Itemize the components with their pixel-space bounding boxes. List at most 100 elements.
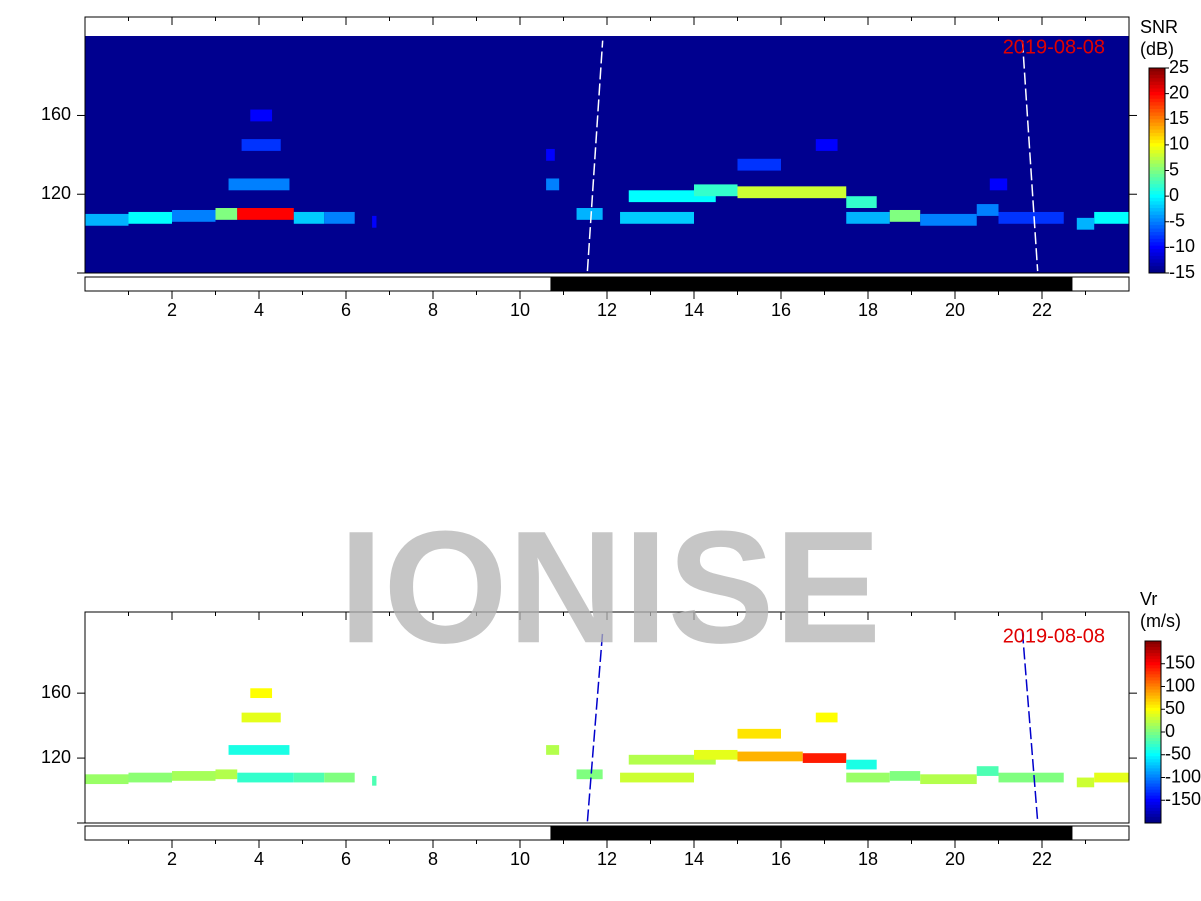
colorbar-step [1149,85,1165,89]
colorbar-step [1145,768,1161,772]
colorbar-step [1145,819,1161,824]
x-tick-label: 2 [167,300,177,320]
echo-cell [228,178,290,191]
colorbar-step [1145,677,1161,681]
colorbar-step [1145,807,1161,812]
colorbar-tick-label: 0 [1169,185,1179,205]
colorbar-step [1145,695,1161,700]
x-tick-label: 18 [858,300,878,320]
x-tick-label: 10 [510,300,530,320]
x-tick-label: 18 [858,849,878,869]
date-label: 2019-08-08 [1003,36,1105,58]
echo-cell [85,774,129,785]
echo-cell [976,204,999,216]
x-tick-label: 20 [945,300,965,320]
echo-cell [237,772,294,783]
colorbar-step [1145,710,1161,715]
echo-cell [920,774,977,785]
echo-cell [293,772,325,783]
colorbar-step [1149,218,1165,223]
echo-cell [1076,217,1095,230]
echo-cell [546,745,560,755]
colorbar-step [1149,102,1165,107]
colorbar-step [1149,68,1165,72]
x-tick-label: 8 [428,849,438,869]
colorbar-step [1145,671,1161,675]
colorbar-step [1145,713,1161,718]
echo-cell [628,754,716,765]
echo-cell [324,211,355,224]
colorbar-step [1149,214,1165,219]
colorbar-step [1149,208,1165,212]
colorbar-step [1149,132,1165,137]
colorbar-step [1145,753,1161,757]
colorbar-step [1145,719,1161,724]
colorbar-step [1145,741,1161,745]
colorbar-step [1145,641,1161,645]
colorbar-step [1145,732,1161,736]
colorbar-step [1149,245,1165,250]
echo-cell [737,186,847,199]
colorbar-step [1149,74,1165,79]
y-tick-label: 160 [41,682,71,702]
colorbar-tick-label: -50 [1165,744,1191,764]
y-tick-label: 160 [41,104,71,124]
echo-cell [237,208,294,220]
colorbar-tick-label: 15 [1169,108,1189,128]
colorbar-step [1145,816,1161,821]
colorbar-step [1145,683,1161,687]
colorbar-step [1149,105,1165,110]
x-tick-label: 22 [1032,300,1052,320]
echo-cell [546,178,560,191]
echo-cell [802,753,847,763]
colorbar-tick-label: 5 [1169,159,1179,179]
night-segment [550,826,1073,840]
echo-cell [694,749,738,760]
colorbar-step [1149,122,1165,127]
plot-background [85,36,1129,273]
colorbar-step [1145,674,1161,678]
colorbar-tick-label: 0 [1165,721,1175,741]
colorbar-step [1145,783,1161,788]
colorbar-step [1149,167,1165,171]
colorbar-title: (m/s) [1140,611,1181,631]
colorbar-step [1149,115,1165,120]
colorbar-tick-label: -150 [1165,789,1201,809]
colorbar-tick-label: -100 [1165,766,1201,786]
colorbar-tick-label: -5 [1169,211,1185,231]
colorbar-step [1149,95,1165,100]
colorbar-step [1145,692,1161,697]
colorbar-step [1145,765,1161,769]
echo-cell [620,772,694,783]
colorbar-step [1145,789,1161,794]
colorbar-tick-label: 10 [1169,134,1189,154]
x-tick-label: 6 [341,300,351,320]
colorbar-step [1149,266,1165,271]
colorbar-step [1149,112,1165,117]
colorbar-step [1149,232,1165,236]
x-tick-label: 14 [684,849,704,869]
colorbar-tick-label: -10 [1169,236,1195,256]
y-tick-label: 120 [41,183,71,203]
colorbar-step [1149,225,1165,230]
echo-cell [576,208,603,220]
echo-cell [998,211,1064,224]
colorbar-step [1145,804,1161,809]
colorbar-step [1145,801,1161,806]
colorbar-step [1145,650,1161,654]
echo-cell [250,109,273,122]
terminator [1021,40,1039,272]
colorbar-step [1145,750,1161,754]
echo-cell [128,772,172,783]
colorbar-title: (dB) [1140,39,1174,59]
colorbar-step [1149,184,1165,189]
echo-cell [989,178,1008,191]
colorbar-step [1149,201,1165,206]
colorbar-step [1145,786,1161,791]
colorbar-step [1145,777,1161,782]
colorbar-step [1145,644,1161,648]
echo-cell [372,775,377,786]
colorbar-step [1149,126,1165,130]
echo-cell [1094,211,1129,224]
